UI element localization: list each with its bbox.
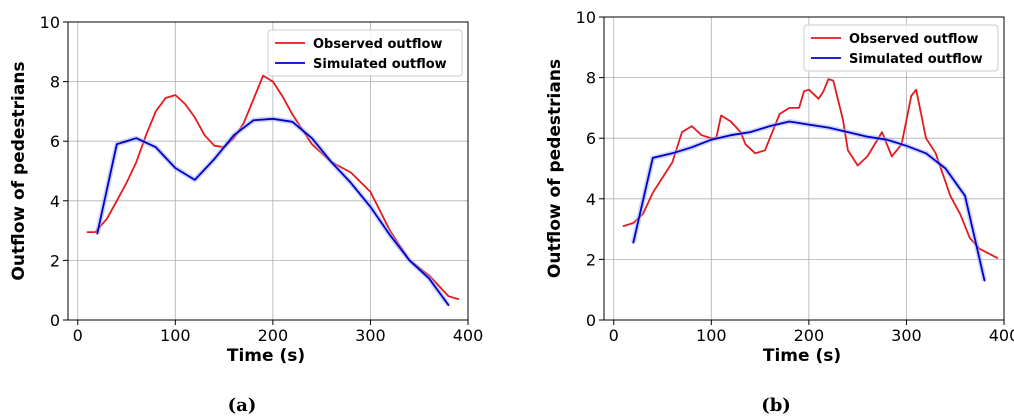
simulated-outflow-line bbox=[96, 117, 450, 306]
y-axis-label: Outflow of pedestrians bbox=[9, 61, 29, 280]
y-tick-label: 6 bbox=[50, 132, 60, 151]
x-axis-label: Time (s) bbox=[227, 346, 305, 366]
legend-box bbox=[803, 24, 999, 72]
plot-frame bbox=[603, 16, 1005, 321]
chart-b: 0 100 200 300 400 0 2 4 6 8 10 Time (s) Outflow of p… bbox=[545, 8, 1014, 416]
subfigure-caption: (a) bbox=[228, 395, 257, 416]
subfigure-caption: (b) bbox=[761, 395, 791, 416]
legend-box bbox=[267, 29, 463, 77]
x-tick-label: 0 bbox=[609, 326, 619, 345]
legend-label: Observed outflow bbox=[849, 32, 978, 47]
x-tick-label: 400 bbox=[453, 326, 484, 345]
legend-label: Observed outflow bbox=[313, 37, 442, 52]
y-tick-label: 6 bbox=[586, 129, 596, 148]
y-tick-label: 8 bbox=[50, 73, 60, 92]
y-tick-label: 4 bbox=[586, 190, 596, 209]
x-axis-label: Time (s) bbox=[763, 346, 841, 366]
x-tick-label: 200 bbox=[258, 326, 289, 345]
legend: Observed outflow Simulated outflow bbox=[267, 29, 463, 77]
y-tick-label: 2 bbox=[586, 250, 596, 269]
x-tick-label: 200 bbox=[794, 326, 825, 345]
plot-frame bbox=[67, 21, 469, 321]
y-tick-label: 10 bbox=[40, 13, 60, 32]
y-tick-label: 0 bbox=[586, 311, 596, 330]
x-tick-label: 300 bbox=[355, 326, 386, 345]
simulated-outflow-line bbox=[632, 120, 986, 282]
chart-a: 0 100 200 300 400 0 2 4 6 8 10 Time (s) Outflow of p… bbox=[9, 13, 483, 416]
y-axis-label: Outflow of pedestrians bbox=[545, 59, 565, 278]
legend: Observed outflow Simulated outflow bbox=[803, 24, 999, 72]
observed-outflow-line bbox=[622, 78, 999, 259]
y-tick-label: 8 bbox=[586, 69, 596, 88]
x-tick-label: 400 bbox=[989, 326, 1014, 345]
x-tick-label: 300 bbox=[891, 326, 922, 345]
x-tick-label: 0 bbox=[73, 326, 83, 345]
y-tick-label: 2 bbox=[50, 251, 60, 270]
y-tick-label: 0 bbox=[50, 311, 60, 330]
legend-label: Simulated outflow bbox=[849, 52, 983, 67]
x-tick-label: 100 bbox=[160, 326, 191, 345]
x-tick-label: 100 bbox=[696, 326, 727, 345]
legend-label: Simulated outflow bbox=[313, 57, 447, 72]
y-tick-label: 4 bbox=[50, 192, 60, 211]
y-tick-label: 10 bbox=[576, 8, 596, 27]
